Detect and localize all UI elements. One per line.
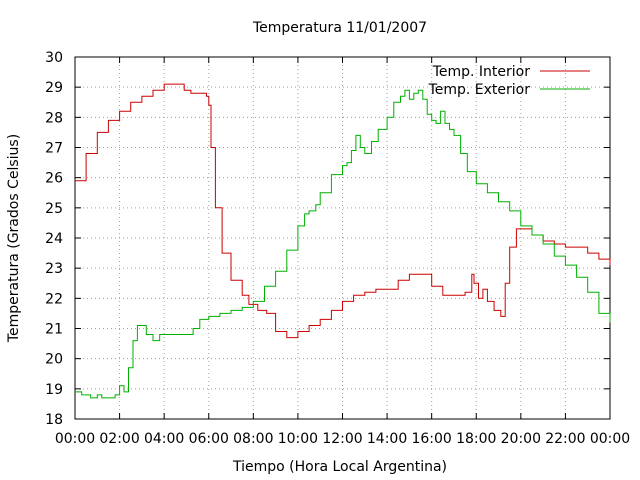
- y-axis-label: Temperatura (Grados Celsius): [6, 134, 22, 343]
- x-tick-label: 00:00: [590, 431, 630, 447]
- y-tick-label: 21: [45, 322, 63, 338]
- plot-frame: [74, 56, 611, 420]
- y-tick-label: 30: [45, 50, 63, 66]
- x-tick-label: 04:00: [144, 431, 184, 447]
- legend-label: Temp. Interior: [432, 64, 531, 80]
- x-tick-label: 10:00: [278, 431, 318, 447]
- x-tick-label: 14:00: [367, 431, 407, 447]
- x-tick-label: 20:00: [501, 431, 541, 447]
- x-tick-label: 08:00: [233, 431, 273, 447]
- chart-title: Temperatura 11/01/2007: [252, 20, 427, 36]
- y-tick-label: 29: [45, 80, 63, 96]
- legend: Temp. Interior Temp. Exterior: [428, 64, 590, 98]
- series-line-interior: [75, 83, 611, 339]
- y-tick-label: 20: [45, 352, 63, 368]
- y-tick-label: 19: [45, 382, 63, 398]
- x-tick-label: 12:00: [322, 431, 362, 447]
- x-tick-label: 06:00: [189, 431, 229, 447]
- y-tick-label: 23: [45, 261, 63, 277]
- y-tick-label: 26: [45, 171, 63, 187]
- y-tick-label: 28: [45, 110, 63, 126]
- y-tick-label: 18: [45, 412, 63, 428]
- legend-label: Temp. Exterior: [428, 82, 531, 98]
- x-tick-label: 00:00: [55, 431, 95, 447]
- y-tick-label: 27: [45, 141, 63, 157]
- grid: [75, 57, 610, 419]
- y-tick-label: 25: [45, 201, 63, 217]
- series-lines: [75, 83, 611, 399]
- y-axis-ticks: 18 19 20 21 22 23 24 25 26 27 28 29 30: [45, 50, 610, 428]
- series-line-exterior: [75, 89, 611, 399]
- x-axis-ticks: 00:00 02:00 04:00 06:00 08:00 10:00 12:00 14:00…: [55, 57, 630, 447]
- y-tick-label: 22: [45, 291, 63, 307]
- x-tick-label: 22:00: [545, 431, 585, 447]
- y-tick-label: 24: [45, 231, 63, 247]
- x-tick-label: 16:00: [411, 431, 451, 447]
- x-axis-label: Tiempo (Hora Local Argentina): [232, 459, 447, 475]
- x-tick-label: 02:00: [99, 431, 139, 447]
- x-tick-label: 18:00: [456, 431, 496, 447]
